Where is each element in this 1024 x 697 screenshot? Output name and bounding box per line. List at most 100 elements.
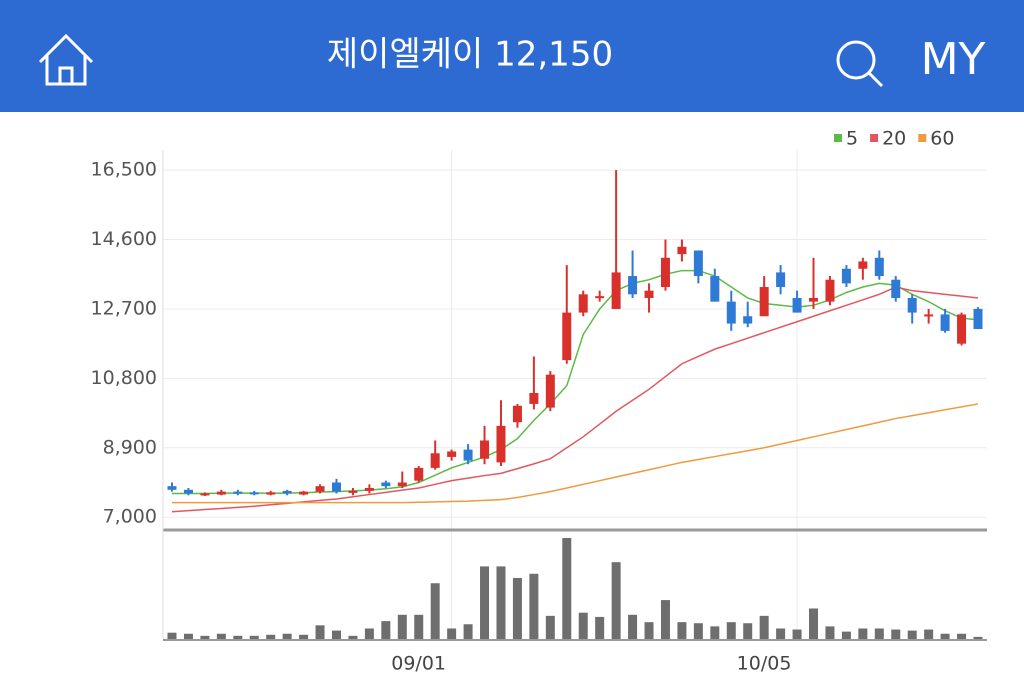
legend-swatch	[834, 134, 842, 142]
volume-bar	[759, 615, 769, 639]
candle-body	[512, 405, 522, 423]
volume-bar	[710, 626, 720, 639]
volume-bar	[874, 628, 884, 639]
candle-body	[874, 257, 884, 277]
volume-bar	[463, 624, 473, 639]
candle-body	[545, 374, 555, 408]
volume-bar	[924, 629, 934, 639]
candle-body	[414, 467, 424, 481]
candle-body	[809, 297, 819, 302]
legend-swatch	[870, 134, 879, 142]
volume-bar	[167, 632, 177, 639]
candle-body	[364, 487, 374, 491]
y-tick-label: 10,800	[91, 367, 157, 389]
candle-body	[266, 492, 276, 495]
volume-bar	[315, 625, 325, 639]
candle-body	[249, 492, 259, 495]
candle-body	[644, 290, 654, 298]
candle-body	[792, 297, 802, 313]
candle-body	[759, 287, 769, 317]
candle-body	[183, 489, 193, 494]
candle-body	[562, 312, 572, 361]
y-tick-label: 12,700	[91, 297, 157, 319]
candle-body	[167, 486, 177, 490]
volume-bar	[414, 614, 424, 639]
candle-body	[660, 257, 670, 288]
legend-swatch	[918, 134, 927, 142]
candle-body	[776, 272, 786, 288]
candle-body	[743, 316, 753, 324]
home-icon[interactable]	[38, 33, 94, 86]
legend-label: 60	[930, 128, 954, 150]
candle-body	[677, 246, 687, 255]
header-title: 제이엘케이 12,150	[327, 35, 613, 75]
volume-bar	[364, 628, 374, 639]
volume-bar	[809, 608, 819, 639]
volume-bar	[397, 614, 407, 639]
volume-bar	[266, 634, 276, 639]
volume-bar	[677, 622, 687, 639]
volume-bar	[233, 635, 243, 639]
y-tick-label: 8,900	[103, 436, 157, 458]
candle-body	[430, 453, 440, 468]
volume-bar	[249, 635, 259, 639]
volume-bar	[595, 616, 605, 639]
candle-body	[891, 279, 901, 298]
volume-bar	[891, 629, 901, 639]
candle-body	[348, 490, 358, 493]
header-bar	[0, 0, 1024, 112]
volume-bar	[940, 633, 950, 639]
candle-body	[447, 451, 457, 457]
volume-bar	[183, 633, 193, 639]
volume-bar	[776, 628, 786, 639]
volume-bar	[381, 621, 391, 639]
volume-bar	[957, 633, 967, 639]
candle-body	[463, 449, 473, 461]
volume-bar	[512, 577, 522, 639]
candle-body	[710, 276, 720, 302]
candle-body	[496, 425, 506, 463]
candle-body	[825, 279, 835, 302]
candle-body	[973, 308, 983, 330]
candle-body	[907, 297, 917, 313]
y-tick-label: 16,500	[91, 159, 157, 181]
volume-bar	[496, 566, 506, 639]
y-tick-label: 14,600	[91, 228, 157, 250]
volume-bar	[726, 622, 736, 639]
volume-bar	[825, 626, 835, 639]
candle-body	[595, 296, 605, 299]
candle-body	[578, 294, 588, 313]
my-button[interactable]: MY	[921, 34, 986, 85]
volume-bar	[973, 636, 983, 639]
y-tick-label: 7,000	[103, 506, 157, 528]
candle-body	[957, 314, 967, 344]
candle-body	[331, 482, 341, 492]
ma-line	[171, 286, 979, 513]
volume-bar	[660, 600, 670, 639]
candle-body	[216, 491, 226, 495]
volume-bar	[578, 612, 588, 639]
volume-bar	[743, 623, 753, 639]
volume-bar	[529, 573, 539, 639]
candle-body	[726, 301, 736, 324]
ma-line	[172, 403, 979, 504]
volume-bar	[430, 583, 440, 639]
volume-bar	[628, 614, 638, 639]
search-icon[interactable]	[836, 40, 884, 88]
volume-bar	[858, 628, 868, 639]
legend-label: 20	[882, 128, 906, 150]
volume-bar	[907, 630, 917, 639]
volume-bar	[282, 633, 292, 639]
candle-body	[299, 491, 309, 495]
volume-bar	[644, 622, 654, 639]
volume-bar	[562, 538, 572, 639]
candle-body	[200, 493, 210, 496]
candle-body	[924, 314, 934, 317]
volume-bar	[693, 623, 703, 639]
candle-body	[858, 261, 868, 269]
volume-bar	[200, 635, 210, 639]
candle-body	[381, 482, 391, 487]
volume-bar	[841, 631, 851, 639]
candle-body	[529, 392, 539, 404]
